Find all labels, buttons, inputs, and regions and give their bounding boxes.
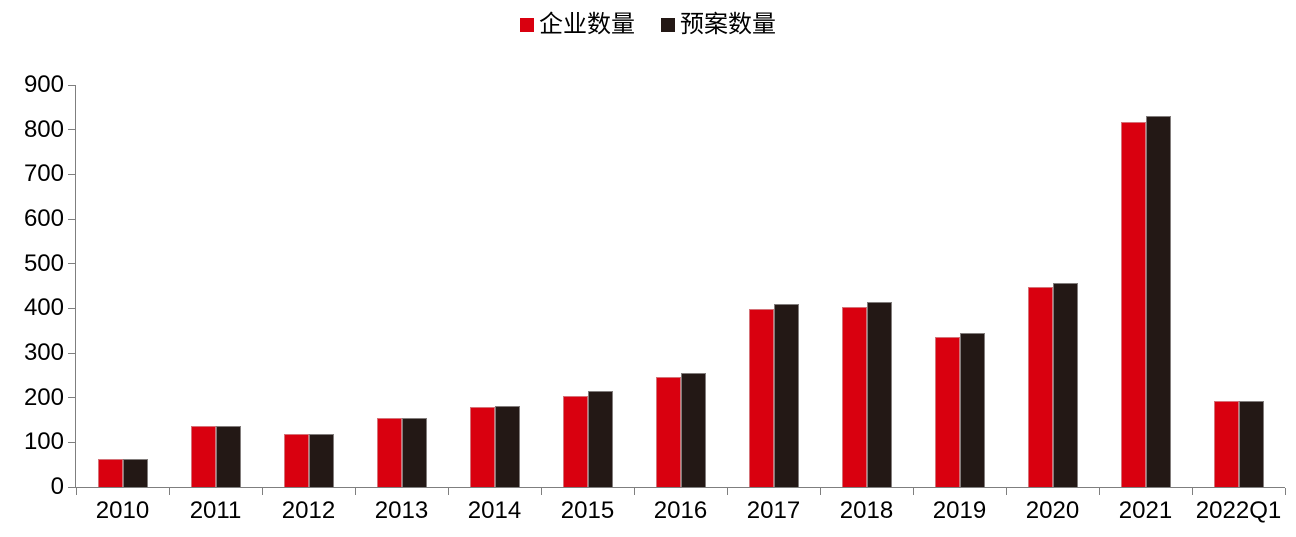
y-axis-tick [68,263,75,265]
y-axis-tick [68,218,75,220]
x-axis-tick [168,488,170,495]
y-axis-label: 300 [23,339,64,366]
x-axis-label: 2019 [932,497,987,524]
bar-企业数量-2011 [190,426,216,487]
y-axis-tick [68,307,75,309]
bar-企业数量-2018 [841,306,867,487]
legend-label-companies: 企业数量 [539,11,635,38]
y-axis-label: 600 [23,205,64,232]
x-axis-label: 2013 [374,497,429,524]
bar-预案数量-2014 [494,405,520,487]
bar-预案数量-2012 [308,433,334,487]
x-axis-tick [633,488,635,495]
plot-area: 0 100 200 300 400 500 600 700 800 900 2010 2011 2012… [24,73,1286,523]
y-axis-label: 0 [50,473,64,500]
bar-企业数量-2015 [562,396,588,487]
bar-预案数量-2015 [587,390,613,487]
x-axis-tick [1005,488,1007,495]
y-axis-label: 400 [23,294,64,322]
legend-item-plans: 预案数量 [661,13,776,37]
bar-企业数量-2012 [283,433,309,487]
bar-企业数量-2021 [1120,122,1146,487]
bar-企业数量-2014 [469,406,495,487]
bar-企业数量-2017 [748,309,774,487]
y-axis-label: 800 [23,115,64,143]
bar-预案数量-2011 [215,426,241,487]
bar-预案数量-2018 [866,302,892,487]
x-axis-tick [726,488,728,495]
y-axis-tick [68,486,75,488]
y-axis-label: 700 [23,160,64,188]
x-axis-tick [1098,488,1100,495]
bar-预案数量-2020 [1052,283,1078,487]
y-axis-label: 100 [23,428,64,456]
y-axis-tick [68,352,75,354]
bar-企业数量-2020 [1027,287,1053,487]
legend-swatch-plans [661,18,675,32]
bar-企业数量-2010 [97,459,123,487]
x-axis-tick [1191,488,1193,495]
bar-企业数量-2013 [376,417,402,487]
x-axis-label: 2021 [1118,497,1173,524]
x-axis-label: 2016 [653,497,708,524]
x-axis-tick [540,488,542,495]
x-axis-tick [447,488,449,495]
bar-预案数量-2010 [122,458,148,487]
y-axis-tick [68,441,75,443]
x-axis-tick [354,488,356,495]
bar-预案数量-2016 [680,373,706,487]
bar-企业数量-2019 [934,336,960,487]
x-axis-tick [819,488,821,495]
x-axis-label: 2017 [746,497,801,524]
bar-企业数量-2016 [655,376,681,487]
x-axis-label: 2015 [560,497,615,524]
bar-预案数量-2021 [1145,115,1171,487]
y-axis-tick [68,173,75,175]
bar-企业数量-2022Q1 [1213,401,1239,487]
bar-预案数量-2019 [959,332,985,487]
x-axis-label: 2011 [189,497,242,524]
bar-预案数量-2017 [773,303,799,487]
x-axis-tick [912,488,914,495]
x-axis-label: 2018 [839,497,894,524]
y-axis-label: 500 [23,249,64,277]
legend-swatch-companies [520,18,534,32]
bar-预案数量-2022Q1 [1238,400,1264,487]
y-axis-tick [68,397,75,399]
x-axis-tick [1284,488,1286,495]
x-axis-label: 2010 [95,497,150,524]
x-axis-label: 2014 [467,497,522,524]
x-axis-label: 2012 [281,497,336,524]
legend-label-plans: 预案数量 [680,11,776,38]
y-axis-tick [68,84,75,86]
bar-预案数量-2013 [401,417,427,487]
x-axis-tick [261,488,263,495]
y-axis-tick [68,129,75,131]
legend-item-companies: 企业数量 [520,13,635,37]
x-axis-label: 2022Q1 [1195,497,1282,524]
x-axis-label: 2020 [1025,497,1080,524]
y-axis-label: 900 [23,71,64,98]
x-axis-tick [75,488,77,495]
legend: 企业数量 预案数量 [0,13,1296,37]
y-axis-label: 200 [23,383,64,411]
